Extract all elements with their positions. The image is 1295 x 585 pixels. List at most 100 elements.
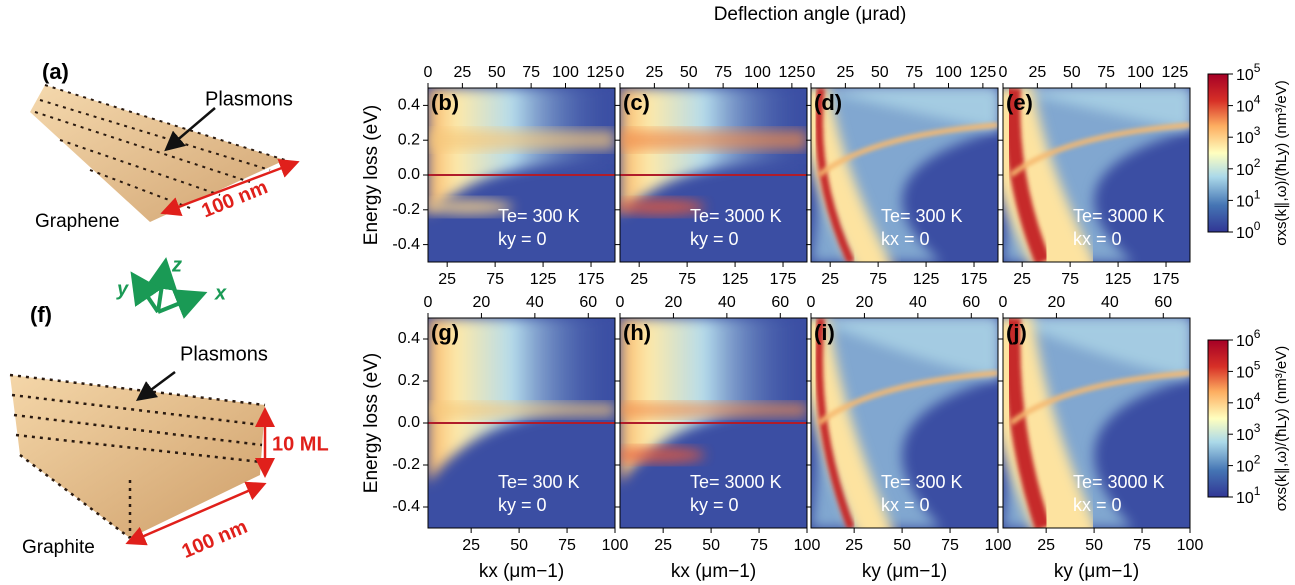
top-tick-label: 40 [909,294,927,311]
top-tick-label: 50 [871,64,889,81]
heat-band [620,199,705,215]
top-tick-label: 20 [1048,294,1066,311]
axis-letter: z [171,254,182,276]
annotation: ky = 0 [690,495,739,515]
top-tick-label: 100 [1127,64,1154,81]
heatmap-image [811,88,998,262]
colorbar [1207,339,1229,498]
top-tick-label: 0 [999,294,1008,311]
heatmap-image [1003,318,1190,528]
x-tick-label: 75 [1061,271,1079,288]
heat-curve [1009,122,1190,177]
annotation: Te= 300 K [498,206,580,226]
tick-base: 10 [1236,490,1254,507]
y-tick-label: -0.2 [392,201,420,218]
x-tick-label: 75 [750,537,768,554]
top-tick-label: 50 [680,64,698,81]
tick-exponent: 1 [1254,484,1261,498]
x-tick-label: 25 [462,537,480,554]
annotation: Te= 3000 K [1073,472,1165,492]
top-tick-label: 100 [935,64,962,81]
top-tick-label: 40 [1101,294,1119,311]
x-tick-label: 50 [510,537,528,554]
tick-exponent: 3 [1254,421,1261,435]
x-tick-label: 25 [821,271,839,288]
top-tick-label: 0 [616,64,625,81]
x-tick-label: 25 [1013,271,1031,288]
y-tick-label: 0.4 [398,330,420,347]
x-tick-label: 100 [985,537,1012,554]
tick-base: 10 [1236,365,1254,382]
annotation: ky = 0 [498,229,547,249]
heat-band [620,130,807,150]
top-tick-label: 75 [522,64,540,81]
heat-curve [811,318,893,528]
x-tick-label: 75 [1133,537,1151,554]
annotation: kx = 0 [881,229,930,249]
graphite-illustration [9,370,275,546]
x-tick-label: 75 [486,271,504,288]
top-tick-label: 50 [488,64,506,81]
panel-label: (j) [1006,320,1027,345]
y-tick-label: 0.0 [398,166,420,183]
annotation: Te= 300 K [498,472,580,492]
heat-curve [1004,88,1051,262]
top-tick-label: 60 [771,294,789,311]
tick-exponent: 1 [1254,188,1261,202]
x-tick-label: 100 [794,537,821,554]
material-label: Graphene [35,211,120,232]
top-tick-label: 75 [905,64,923,81]
heat-region [428,318,615,483]
tick-exponent: 5 [1254,61,1261,75]
colorbar-tick-label: 105 [1236,61,1261,84]
tick-exponent: 5 [1254,359,1261,373]
heatmap-image [1003,88,1190,262]
heat-curve [817,370,998,425]
top-tick-label: 60 [1154,294,1172,311]
annotation: kx = 0 [1073,495,1122,515]
x-tick-label: 125 [913,271,940,288]
x-tick-label: 125 [722,271,749,288]
y-tick-label: -0.4 [392,236,420,253]
x-tick-label: 50 [702,537,720,554]
annotation: Plasmons [180,343,268,365]
panel-label: (f) [30,302,52,327]
y-tick-label: -0.4 [392,498,420,515]
tick-exponent: 3 [1254,124,1261,138]
x-tick-label: 100 [1177,537,1204,554]
heatmap [1002,87,1191,263]
panel-label: (b) [431,90,459,115]
heat-band [428,199,513,215]
heat-region [620,88,807,215]
axes-icon [130,257,208,319]
top-tick-label: 125 [779,64,806,81]
scale-label: 100 nm [179,516,251,563]
x-axis-title: ky (μm−1) [862,561,947,582]
tick-base: 10 [1236,67,1254,84]
x-tick-label: 125 [1105,271,1132,288]
heat-curve [817,122,998,177]
x-tick-label: 25 [630,271,648,288]
heatmap [810,87,999,263]
x-tick-label: 125 [530,271,557,288]
y-tick-label: 0.2 [398,131,420,148]
colorbar-tick-label: 100 [1236,219,1261,242]
top-tick-label: 20 [665,294,683,311]
heat-band [428,403,615,417]
heatmap [427,87,616,263]
x-tick-label: 25 [1037,537,1055,554]
top-tick-label: 0 [807,64,816,81]
colorbar-tick-label: 102 [1236,156,1261,179]
top-tick-label: 75 [714,64,732,81]
top-tick-label: 25 [645,64,663,81]
colorbar-tick-label: 104 [1236,93,1261,116]
annotation: ky = 0 [690,229,739,249]
x-tick-label: 75 [941,537,959,554]
colorbar-tick-label: 101 [1236,188,1261,211]
x-axis-title: kx (μm−1) [671,561,756,582]
top-tick-label: 125 [587,64,614,81]
y-tick-label: -0.2 [392,456,420,473]
heatmap-image [620,318,807,528]
colorbar-tick-label: 103 [1236,421,1261,444]
heat-band [428,130,615,150]
